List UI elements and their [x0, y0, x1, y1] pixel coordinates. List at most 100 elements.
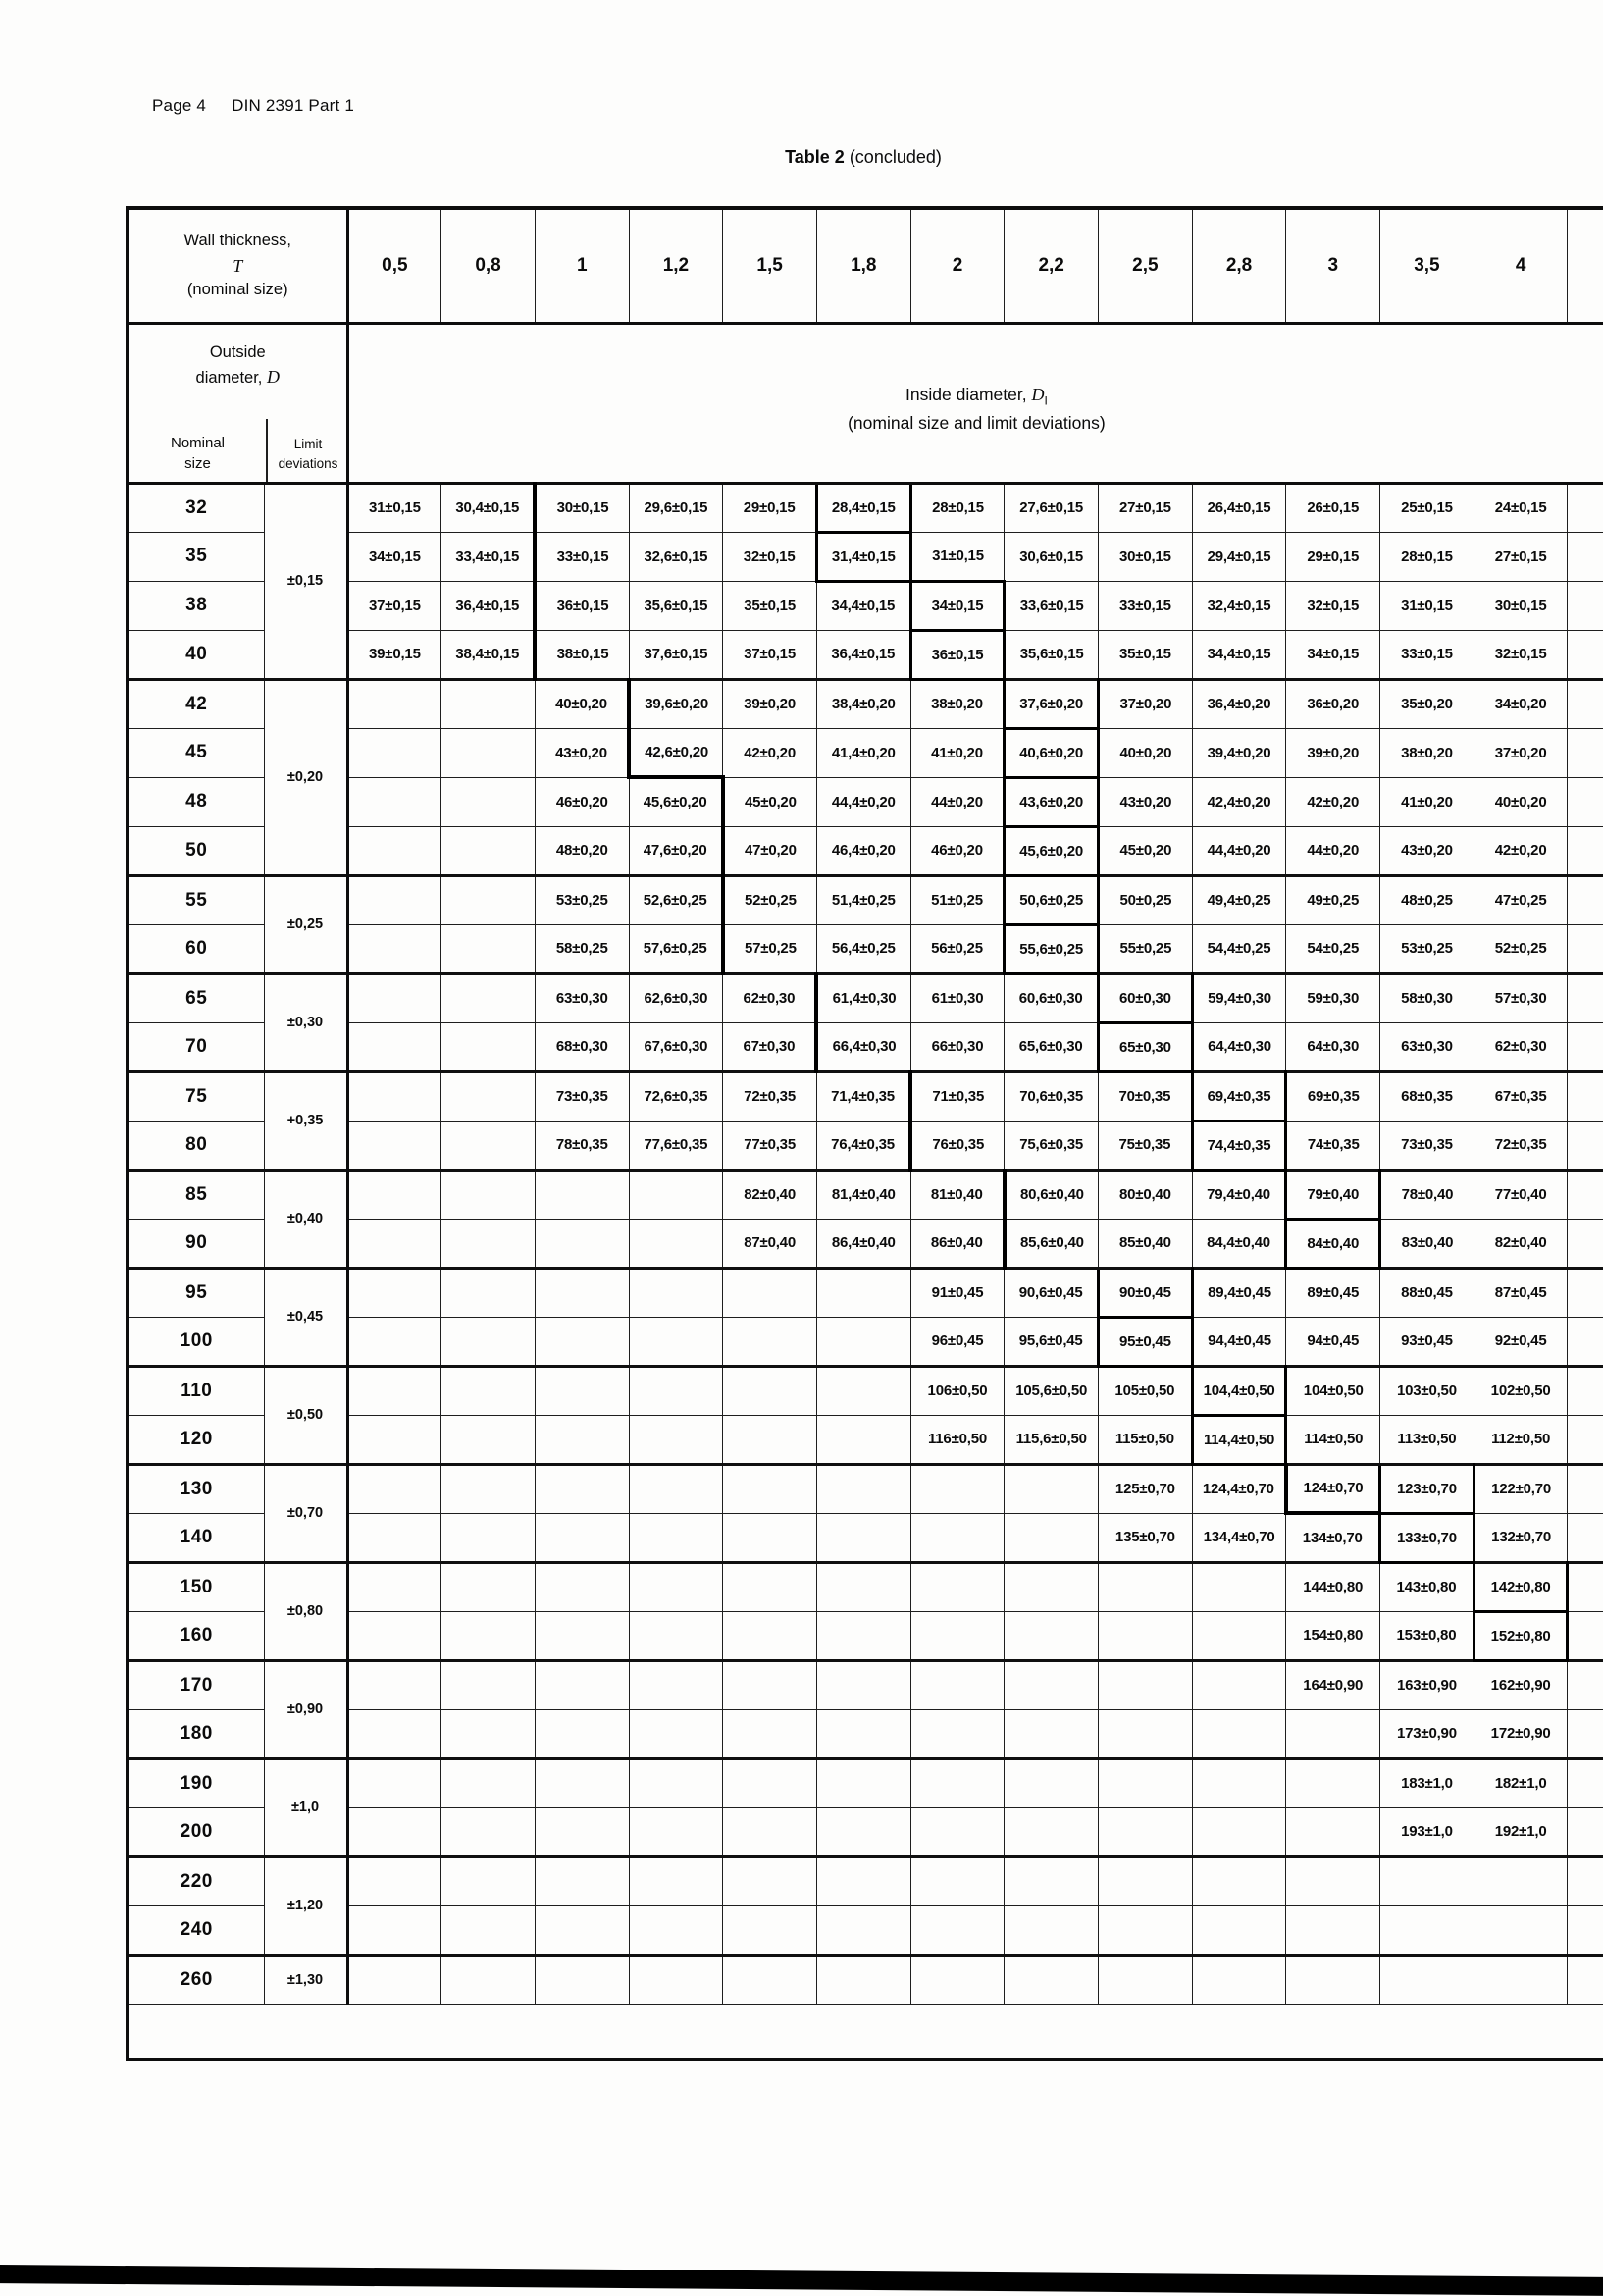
table-row: 100 96±0,45 95,6±0,45 95±0,45 94,4±0,45 94±0,…: [127, 1315, 1603, 1368]
inside-diameter-value-cell: 71±0,35: [908, 1070, 1006, 1122]
inside-diameter-value-cell: [1191, 1806, 1287, 1857]
table-row: 85 ±0,40 82±0,40 81,4±0,40 81±0,40 80,6±0,40 8…: [127, 1168, 1603, 1269]
cutoff-column-cell: [1567, 1854, 1603, 1906]
inside-diameter-value-cell: 82±0,40: [1473, 1218, 1569, 1269]
inside-diameter-value-cell: 124,4±0,70: [1191, 1462, 1287, 1514]
inside-diameter-value-cell: 115±0,50: [1098, 1414, 1193, 1465]
wall-thickness-value-cell: 4: [1473, 207, 1569, 325]
inside-diameter-value-cell: 162±0,90: [1473, 1658, 1569, 1710]
inside-diameter-value-cell: 42±0,20: [1285, 776, 1381, 827]
inside-diameter-value-cell: [1191, 1854, 1287, 1906]
wall-thickness-label-line1: Wall thickness,: [183, 231, 291, 249]
inside-diameter-value-cell: 85,6±0,40: [1002, 1218, 1100, 1269]
wall-thickness-value-cell: 2,5: [1098, 207, 1193, 325]
limit-deviation-cell: ±0,70: [263, 1462, 349, 1563]
inside-diameter-value-cell: [440, 825, 536, 876]
inside-diameter-value-cell: 34,4±0,15: [815, 580, 911, 631]
nominal-size-cell: 42: [127, 677, 265, 729]
inside-diameter-value-cell: 63±0,30: [534, 971, 630, 1023]
inside-diameter-value-cell: 72,6±0,35: [628, 1070, 724, 1122]
inside-diameter-value-cell: [440, 727, 536, 778]
inside-diameter-value-cell: 80,6±0,40: [1002, 1168, 1100, 1220]
nominal-size-cell: 65: [127, 971, 265, 1023]
inside-diameter-value-cell: 44,4±0,20: [815, 776, 911, 827]
inside-diameter-value-cell: 38,4±0,20: [815, 677, 911, 729]
inside-diameter-value-cell: 164±0,90: [1285, 1658, 1381, 1710]
nominal-size-cell: 95: [127, 1266, 265, 1318]
inside-diameter-value-cell: 84±0,40: [1284, 1217, 1382, 1270]
table-row: 80 78±0,35 77,6±0,35 77±0,35 76,4±0,35 76±0,3…: [127, 1119, 1603, 1172]
inside-diameter-value-cell: [1004, 1953, 1100, 2005]
inside-diameter-value-cell: 57±0,25: [720, 923, 817, 974]
wall-thickness-value-cell: 1,5: [722, 207, 817, 325]
inside-diameter-value-cell: 39±0,20: [722, 677, 817, 729]
inside-diameter-value-cell: [909, 1658, 1006, 1710]
nominal-size-cell: 70: [127, 1021, 265, 1072]
inside-diameter-value-cell: [1098, 1708, 1193, 1759]
table-row: 180 173±0,90 172±0,90: [127, 1708, 1603, 1759]
inside-diameter-value-cell: [534, 1756, 630, 1808]
inside-diameter-value-cell: 104,4±0,50: [1190, 1364, 1288, 1417]
inside-diameter-value-cell: 42±0,20: [1473, 825, 1569, 876]
cutoff-column-cell: [1567, 1905, 1603, 1956]
inside-diameter-value-cell: [628, 1168, 724, 1220]
inside-diameter-value-cell: 25±0,15: [1379, 481, 1474, 533]
inside-diameter-value-cell: [440, 1316, 536, 1367]
inside-diameter-value-cell: 75,6±0,35: [1004, 1120, 1100, 1171]
inside-diameter-value-cell: 69,4±0,35: [1190, 1070, 1288, 1122]
inside-diameter-value-cell: [346, 1218, 442, 1269]
cutoff-column-cell: [1567, 1266, 1603, 1318]
table-row: 240: [127, 1905, 1603, 1956]
inside-diameter-value-cell: 36,4±0,20: [1191, 677, 1287, 729]
inside-diameter-value-cell: 116±0,50: [909, 1414, 1006, 1465]
inside-diameter-value-cell: 44,4±0,20: [1191, 825, 1287, 876]
cutoff-column-cell: [1567, 923, 1603, 974]
inside-diameter-value-cell: 68±0,35: [1379, 1070, 1474, 1122]
nominal-size-cell: 190: [127, 1756, 265, 1808]
inside-diameter-value-cell: [440, 923, 536, 974]
limit-deviation-cell: ±0,50: [263, 1364, 349, 1465]
inside-diameter-value-cell: 72±0,35: [722, 1070, 817, 1122]
inside-diameter-value-cell: 61,4±0,30: [814, 971, 911, 1023]
inside-diameter-value-cell: 29±0,15: [722, 481, 817, 533]
inside-diameter-value-cell: [440, 971, 536, 1023]
inside-diameter-value-cell: 30,4±0,15: [440, 481, 536, 533]
inside-diameter-value-cell: 38,4±0,15: [440, 629, 536, 680]
table-row: 200 193±1,0 192±1,0: [127, 1806, 1603, 1857]
inside-diameter-value-cell: [1285, 1756, 1381, 1808]
cutoff-column-cell: [1567, 629, 1603, 680]
inside-diameter-value-cell: 27,6±0,15: [1004, 481, 1100, 533]
inside-diameter-value-cell: [722, 1610, 817, 1661]
inside-diameter-value-cell: 33±0,15: [1379, 629, 1474, 680]
inside-diameter-label: Inside diameter, DI (nominal size and li…: [349, 325, 1603, 437]
inside-diameter-value-cell: 53±0,25: [534, 873, 630, 925]
inside-diameter-value-cell: 94,4±0,45: [1191, 1316, 1287, 1367]
inside-diameter-value-cell: [346, 1610, 442, 1661]
inside-diameter-value-cell: 56,4±0,25: [815, 923, 911, 974]
inside-diameter-value-cell: [440, 1953, 536, 2005]
inside-diameter-value-cell: 62±0,30: [1473, 1021, 1569, 1072]
inside-diameter-value-cell: [815, 1708, 911, 1759]
inside-diameter-value-cell: 77±0,35: [722, 1120, 817, 1171]
inside-diameter-value-cell: 31,4±0,15: [814, 530, 912, 583]
cutoff-column-cell: [1567, 1120, 1603, 1171]
inside-diameter-value-cell: [628, 1905, 724, 1956]
inside-diameter-value-cell: 48±0,25: [1379, 873, 1474, 925]
inside-diameter-value-cell: 35±0,20: [1379, 677, 1474, 729]
inside-diameter-value-cell: 46±0,20: [909, 825, 1006, 876]
inside-diameter-value-cell: 163±0,90: [1379, 1658, 1474, 1710]
inside-diameter-value-cell: 64,4±0,30: [1191, 1021, 1287, 1072]
table-row: 45 43±0,20 42,6±0,20 42±0,20 41,4±0,20 41±0,2…: [127, 726, 1603, 779]
inside-diameter-value-cell: 135±0,70: [1098, 1512, 1193, 1563]
inside-diameter-value-cell: [722, 1462, 817, 1514]
inside-diameter-value-cell: 66±0,30: [909, 1021, 1006, 1072]
inside-diameter-value-cell: [722, 1316, 817, 1367]
inside-diameter-value-cell: 77±0,40: [1473, 1168, 1569, 1220]
limit-deviation-cell: ±1,30: [263, 1953, 349, 2005]
nominal-size-cell: 80: [127, 1120, 265, 1171]
inside-diameter-value-cell: 105,6±0,50: [1004, 1364, 1100, 1416]
limit-deviation-cell: ±0,40: [263, 1168, 349, 1269]
inside-diameter-value-cell: 40±0,20: [1098, 727, 1193, 778]
inside-diameter-value-cell: [1379, 1854, 1474, 1906]
nominal-size-cell: 85: [127, 1168, 265, 1220]
